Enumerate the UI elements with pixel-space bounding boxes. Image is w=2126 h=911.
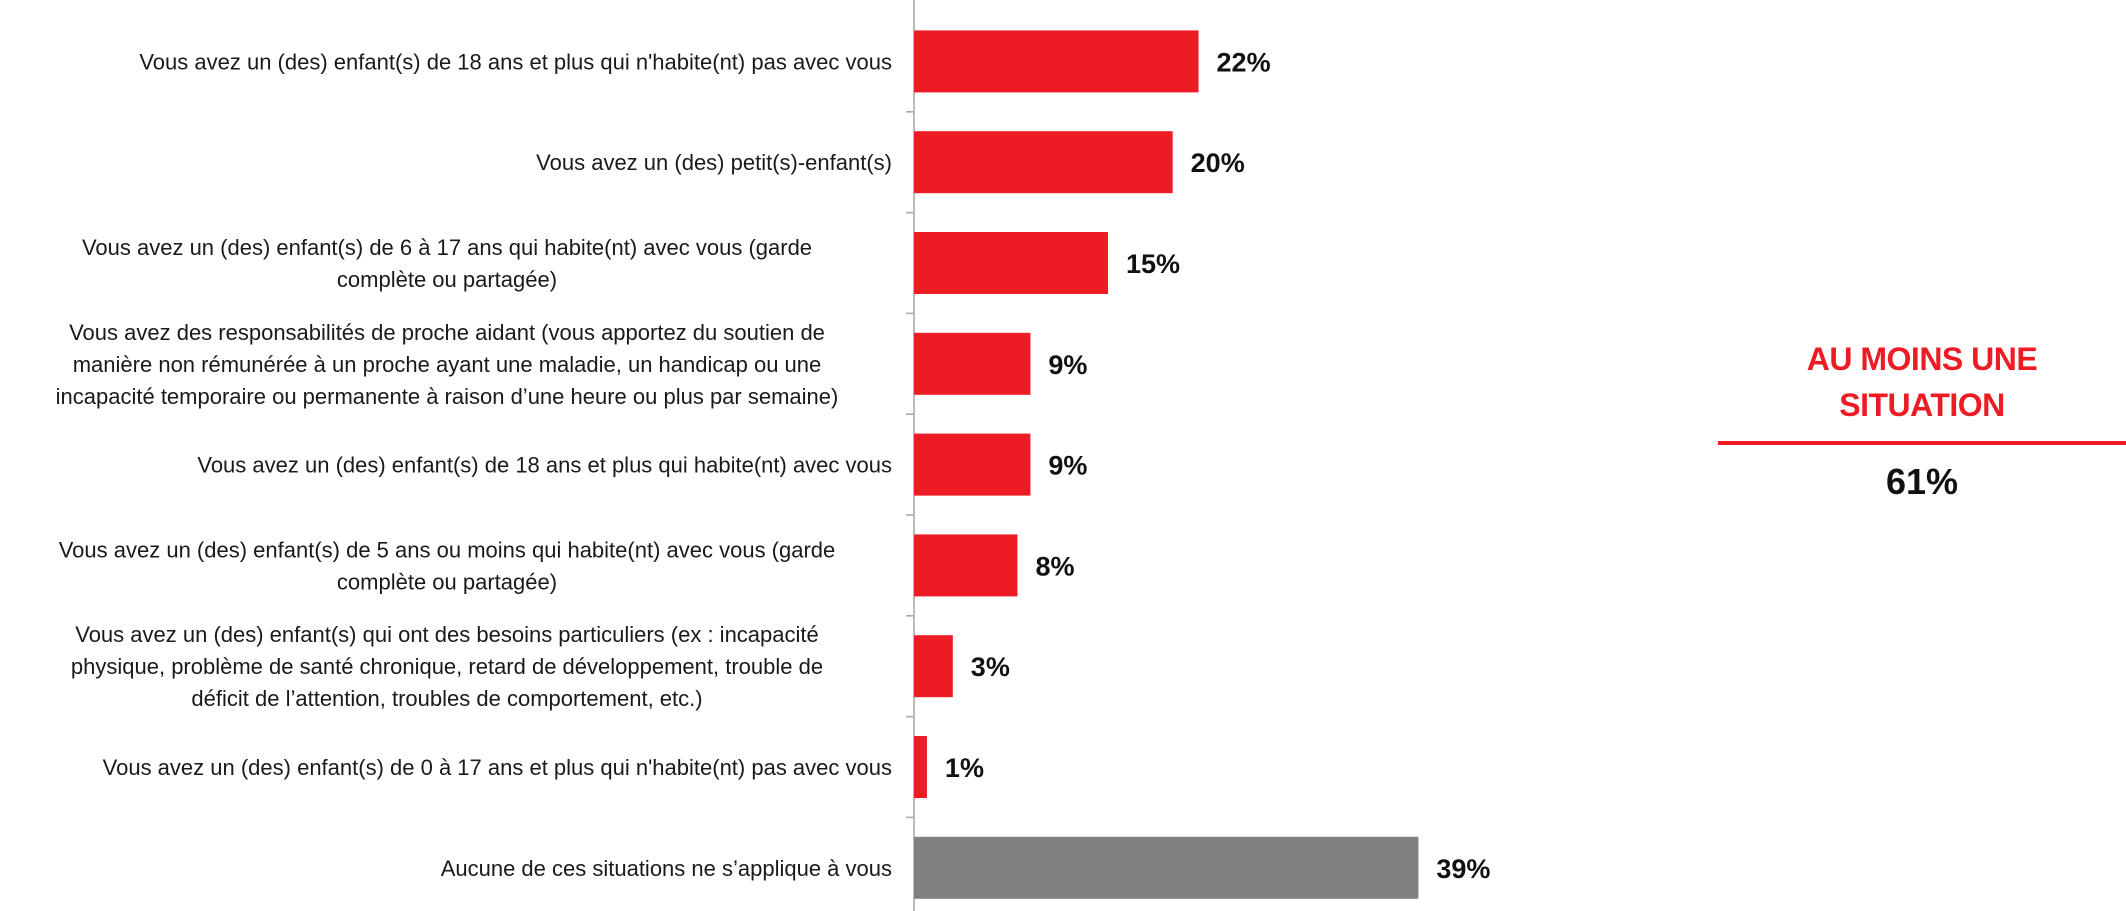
data-label: 9% <box>1048 451 1087 481</box>
bar-chart: 22% Vous avez un (des) enfant(s) de 18 an… <box>56 0 1490 911</box>
category-label: Vous avez un (des) enfant(s) de 18 ans e… <box>139 49 892 74</box>
bar <box>914 736 927 798</box>
data-label: 20% <box>1191 148 1245 178</box>
bar <box>914 131 1173 194</box>
bar <box>914 232 1108 294</box>
summary-panel: AU MOINS UNE SITUATION 61% <box>1718 336 2126 503</box>
bar <box>914 332 1031 395</box>
category-label: Vous avez un (des) enfant(s) de 6 à 17 a… <box>82 235 812 260</box>
category-label: physique, problème de santé chronique, r… <box>71 654 823 679</box>
data-label: 9% <box>1048 350 1087 380</box>
bar <box>914 30 1199 93</box>
category-label: Vous avez un (des) enfant(s) de 0 à 17 a… <box>103 755 892 780</box>
category-label: complète ou partagée) <box>337 267 557 292</box>
category-label: Vous avez un (des) enfant(s) qui ont des… <box>75 622 819 647</box>
data-label: 1% <box>945 753 984 783</box>
bar <box>914 635 953 698</box>
summary-divider <box>1718 441 2126 445</box>
category-label: Vous avez un (des) petit(s)-enfant(s) <box>536 150 892 175</box>
bar <box>914 433 1031 496</box>
data-label: 15% <box>1126 249 1180 279</box>
data-label: 8% <box>1035 551 1074 581</box>
bar <box>914 836 1419 899</box>
category-label: Vous avez des responsabilités de proche … <box>69 320 825 345</box>
category-label: Vous avez un (des) enfant(s) de 5 ans ou… <box>59 537 836 562</box>
summary-title: AU MOINS UNE SITUATION <box>1806 341 2038 423</box>
summary-value: 61% <box>1885 461 1959 502</box>
data-label: 3% <box>971 652 1010 682</box>
category-label: déficit de l’attention, troubles de comp… <box>191 686 702 711</box>
bar <box>914 534 1018 597</box>
category-label: Vous avez un (des) enfant(s) de 18 ans e… <box>197 453 892 478</box>
category-label: manière non rémunérée à un proche ayant … <box>73 352 822 377</box>
data-label: 22% <box>1217 47 1271 77</box>
category-label: Aucune de ces situations ne s’applique à… <box>441 856 892 881</box>
category-label: complète ou partagée) <box>337 569 557 594</box>
category-label: incapacité temporaire ou permanente à ra… <box>56 384 839 409</box>
data-label: 39% <box>1436 854 1490 884</box>
